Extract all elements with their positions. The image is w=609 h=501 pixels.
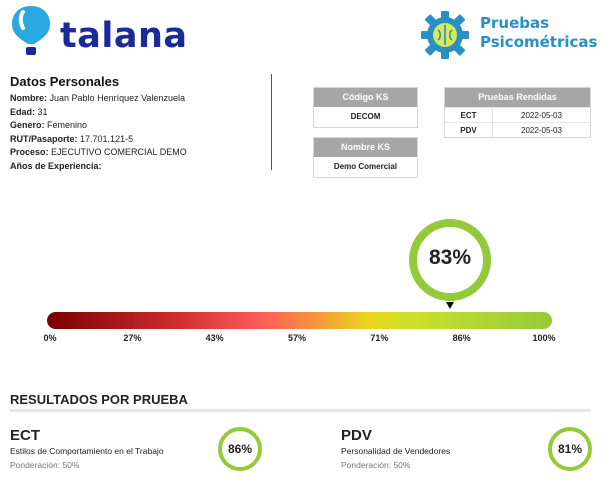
gauge-ring <box>409 219 491 301</box>
overall-score-label: 83% <box>428 246 472 269</box>
result-weight: Ponderación: 50% <box>10 460 80 470</box>
test-date: 2022-05-03 <box>521 126 562 135</box>
codigo-ks-value: DECOM <box>350 112 381 121</box>
logo-text: talana <box>60 16 188 56</box>
result-pdv-score: 81% <box>548 427 592 471</box>
result-code: PDV <box>341 427 372 444</box>
codigo-ks-box: Código KS DECOM <box>313 87 418 128</box>
tests-taken-heading: Pruebas Rendidas <box>445 88 590 107</box>
tests-taken-table: Pruebas Rendidas ECT 2022-05-03 PDV 2022… <box>444 87 591 138</box>
score-scale-bar <box>47 312 552 329</box>
personal-heading: Datos Personales <box>10 74 120 89</box>
result-pdv: PDV Personalidad de Vendedores Ponderaci… <box>341 427 451 471</box>
results-divider <box>10 409 591 412</box>
result-description: Estilos de Comportamiento en el Trabajo <box>10 446 164 456</box>
vertical-divider <box>271 74 272 170</box>
talana-logo: talana <box>8 4 187 60</box>
scale-tick: 43% <box>205 333 224 343</box>
result-description: Personalidad de Vendedores <box>341 446 451 456</box>
nombre-ks-label: Nombre KS <box>314 138 417 157</box>
balloon-icon <box>12 6 50 55</box>
nombre-ks-box: Nombre KS Demo Comercial <box>313 137 418 178</box>
brand-title: Pruebas Psicométricas <box>480 14 597 52</box>
personal-data: Datos Personales Nombre: Juan Pablo Henr… <box>10 74 265 173</box>
overall-score-gauge <box>409 219 491 301</box>
field-rut: RUT/Pasaporte: 17.701.121-5 <box>10 133 134 144</box>
scale-tick: 57% <box>287 333 307 343</box>
score-pointer <box>446 302 454 309</box>
field-experience: Años de Experiencia: <box>10 160 102 171</box>
nombre-ks-value: Demo Comercial <box>333 162 398 171</box>
field-gender: Genero: Femenino <box>10 120 88 130</box>
result-ect-score: 86% <box>218 427 262 471</box>
test-code: ECT <box>445 108 493 122</box>
field-name: Nombre: Juan Pablo Henríquez Valenzuela <box>10 93 185 103</box>
codigo-ks-label: Código KS <box>314 88 417 107</box>
brain-gear-icon <box>421 11 469 59</box>
scale-tick: 27% <box>123 333 142 343</box>
results-heading: RESULTADOS POR PRUEBA <box>10 392 188 407</box>
table-row: PDV 2022-05-03 <box>445 122 590 137</box>
result-ect: ECT Estilos de Comportamiento en el Trab… <box>10 427 164 471</box>
result-code: ECT <box>10 427 40 444</box>
brand-title-line2: Psicométricas <box>480 33 598 51</box>
field-process: Proceso: EJECUTIVO COMERCIAL DEMO <box>10 147 187 157</box>
test-date: 2022-05-03 <box>521 111 562 120</box>
scale-ticks: 0% 27% 43% 57% 71% 86% 100% <box>0 333 609 347</box>
field-age: Edad: 31 <box>10 106 48 117</box>
scale-tick: 86% <box>452 333 471 343</box>
scale-tick: 71% <box>370 333 389 343</box>
table-row: ECT 2022-05-03 <box>445 107 590 122</box>
scale-tick: 0% <box>43 333 57 343</box>
scale-tick: 100% <box>532 333 556 343</box>
result-weight: Ponderación: 50% <box>341 460 411 470</box>
test-code: PDV <box>445 123 493 137</box>
brand-title-line1: Pruebas <box>480 14 550 32</box>
